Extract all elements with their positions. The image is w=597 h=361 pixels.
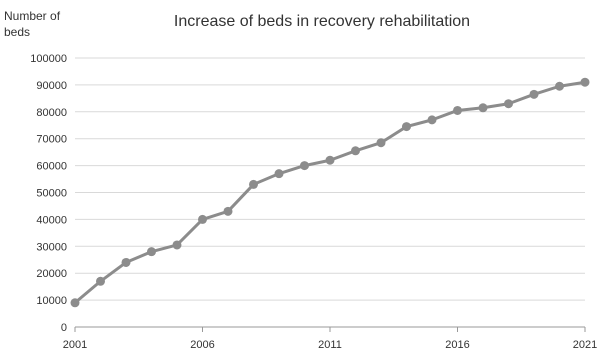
data-point [580,77,590,87]
data-point [402,122,411,132]
y-tick-label: 90000 [36,80,67,92]
data-point [504,99,513,109]
x-tick-label: 2021 [573,339,597,351]
y-tick-label: 50000 [36,188,67,200]
data-point [198,214,207,224]
y-tick-label: 80000 [36,107,67,119]
data-point [325,155,335,165]
data-point [274,169,284,179]
data-point [478,103,488,113]
data-point [223,206,233,216]
data-point [96,276,105,286]
chart-title: Increase of beds in recovery rehabilitat… [174,13,470,30]
x-tick-labels: 2001 2006 2011 2016 2021 [63,327,597,351]
x-tick-label: 2001 [63,339,87,351]
y-tick-label: 0 [61,322,67,334]
data-point [249,179,258,189]
data-point [70,298,80,308]
x-tick-label: 2016 [445,339,469,351]
data-point [147,247,156,257]
y-tick-label: 40000 [36,214,67,226]
x-tick-label: 2006 [190,339,214,351]
data-point [172,240,182,250]
y-tick-label: 30000 [36,241,67,253]
y-tick-labels: 0 10000 20000 30000 40000 50000 60000 70000 8000… [30,53,67,334]
y-axis-label-line-1: Number of [4,9,61,23]
data-point [427,115,437,125]
y-tick-label: 100000 [30,53,67,65]
y-tick-label: 20000 [36,268,67,280]
data-point [351,146,360,156]
data-series [70,77,590,308]
y-tick-label: 70000 [36,134,67,146]
data-point [555,81,564,91]
data-point [453,105,462,115]
data-point [300,161,309,171]
data-point [529,89,539,99]
y-tick-label: 10000 [36,295,67,307]
data-point [121,257,131,267]
y-tick-label: 60000 [36,161,67,173]
gridlines [75,57,585,301]
y-axis-label-line-2: beds [4,25,30,39]
x-tick-label: 2011 [318,339,342,351]
data-point [376,138,386,148]
